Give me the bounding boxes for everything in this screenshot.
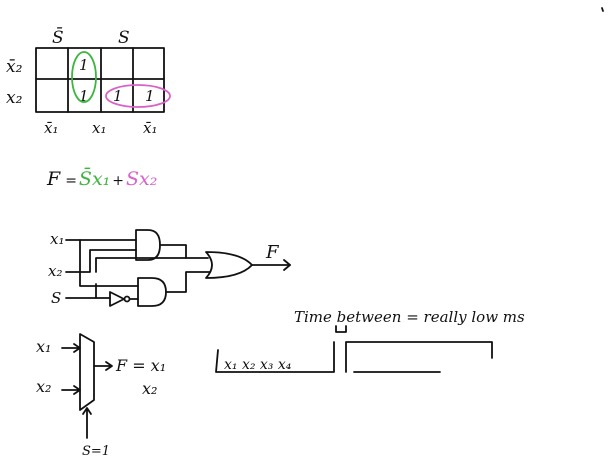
- equation-equals: =: [65, 173, 77, 189]
- equation-lhs: F: [46, 168, 61, 190]
- not-gate: [109, 291, 125, 307]
- karnaugh-map: S̄ S x̄₂ x₂ x̄₁ x₁ x̄₁ 1 1 1 1: [6, 26, 171, 137]
- circuit-output-f: F: [265, 242, 280, 263]
- timing-note: Time between = really low ms: [294, 308, 525, 326]
- mux-select-line: [82, 407, 92, 439]
- wire-x2: [65, 249, 137, 273]
- mux-input-x2: x₂: [36, 377, 51, 396]
- multiplexer: x₁ x₂ S=1 F = x₁ x₂: [36, 333, 166, 459]
- equation-term-green: S̄x₁: [79, 167, 110, 190]
- timing-frame-right: [345, 341, 493, 373]
- or-gate: [205, 251, 253, 279]
- equation-line: F = S̄x₁ + Sx₂: [46, 167, 157, 190]
- timing-diagram: Time between = really low ms x₁ x₂ x₃ x₄: [215, 308, 525, 373]
- kmap-grid-outer: [35, 47, 165, 113]
- kmap-row-label-x2: x₂: [6, 88, 23, 108]
- mux-arrow-x1: [61, 343, 81, 353]
- kmap-col-label-x1: x₁: [92, 119, 106, 137]
- mux-output: [93, 361, 113, 371]
- kmap-group-pink: [105, 84, 171, 108]
- circuit-input-s: S: [51, 289, 61, 307]
- mux-output-expr-2: x₂: [142, 379, 157, 398]
- mux-output-expr: F = x₁: [115, 356, 166, 375]
- mux-arrow-x2: [61, 385, 81, 395]
- arrow-or-out: [283, 259, 291, 271]
- kmap-cell-r1c2: 1: [79, 56, 89, 74]
- kmap-cell-r2c3: 1: [113, 87, 123, 105]
- mux-input-x1: x₁: [36, 337, 51, 356]
- timing-frame-left: [215, 341, 335, 373]
- kmap-col-label-not-x1-right: x̄₁: [143, 119, 157, 137]
- mux-select-label: S=1: [82, 444, 110, 459]
- kmap-header-s: S: [118, 28, 130, 48]
- equation-term-pink: Sx₂: [126, 168, 157, 190]
- kmap-cell-r2c4: 1: [145, 87, 155, 105]
- stray-mark: [601, 7, 604, 12]
- timing-frame-label: x₁ x₂ x₃ x₄: [224, 357, 292, 373]
- boolean-equation: F = S̄x₁ + Sx₂: [46, 167, 157, 190]
- equation-plus: +: [112, 173, 124, 189]
- wire-and-top-out: [159, 244, 209, 259]
- mux-body: [79, 333, 95, 411]
- kmap-col-label-not-x1-left: x̄₁: [44, 119, 58, 137]
- wire-x1-down: [79, 239, 139, 287]
- kmap-header-not-s: S̄: [52, 26, 64, 48]
- and-gate-top: [135, 229, 161, 261]
- kmap-cell-r2c2: 1: [79, 87, 89, 105]
- timing-gap-bracket: [335, 325, 347, 333]
- circuit-input-x1: x₁: [50, 230, 64, 248]
- and-gate-bottom: [137, 277, 167, 307]
- kmap-group-green: [71, 51, 97, 103]
- circuit-input-x2: x₂: [48, 262, 62, 280]
- not-gate-bubble: [123, 295, 131, 303]
- kmap-row-label-not-x2: x̄₂: [6, 57, 23, 77]
- gate-circuit: x₁ x₂ S F: [48, 229, 291, 307]
- wire-and-bottom-out: [165, 271, 211, 293]
